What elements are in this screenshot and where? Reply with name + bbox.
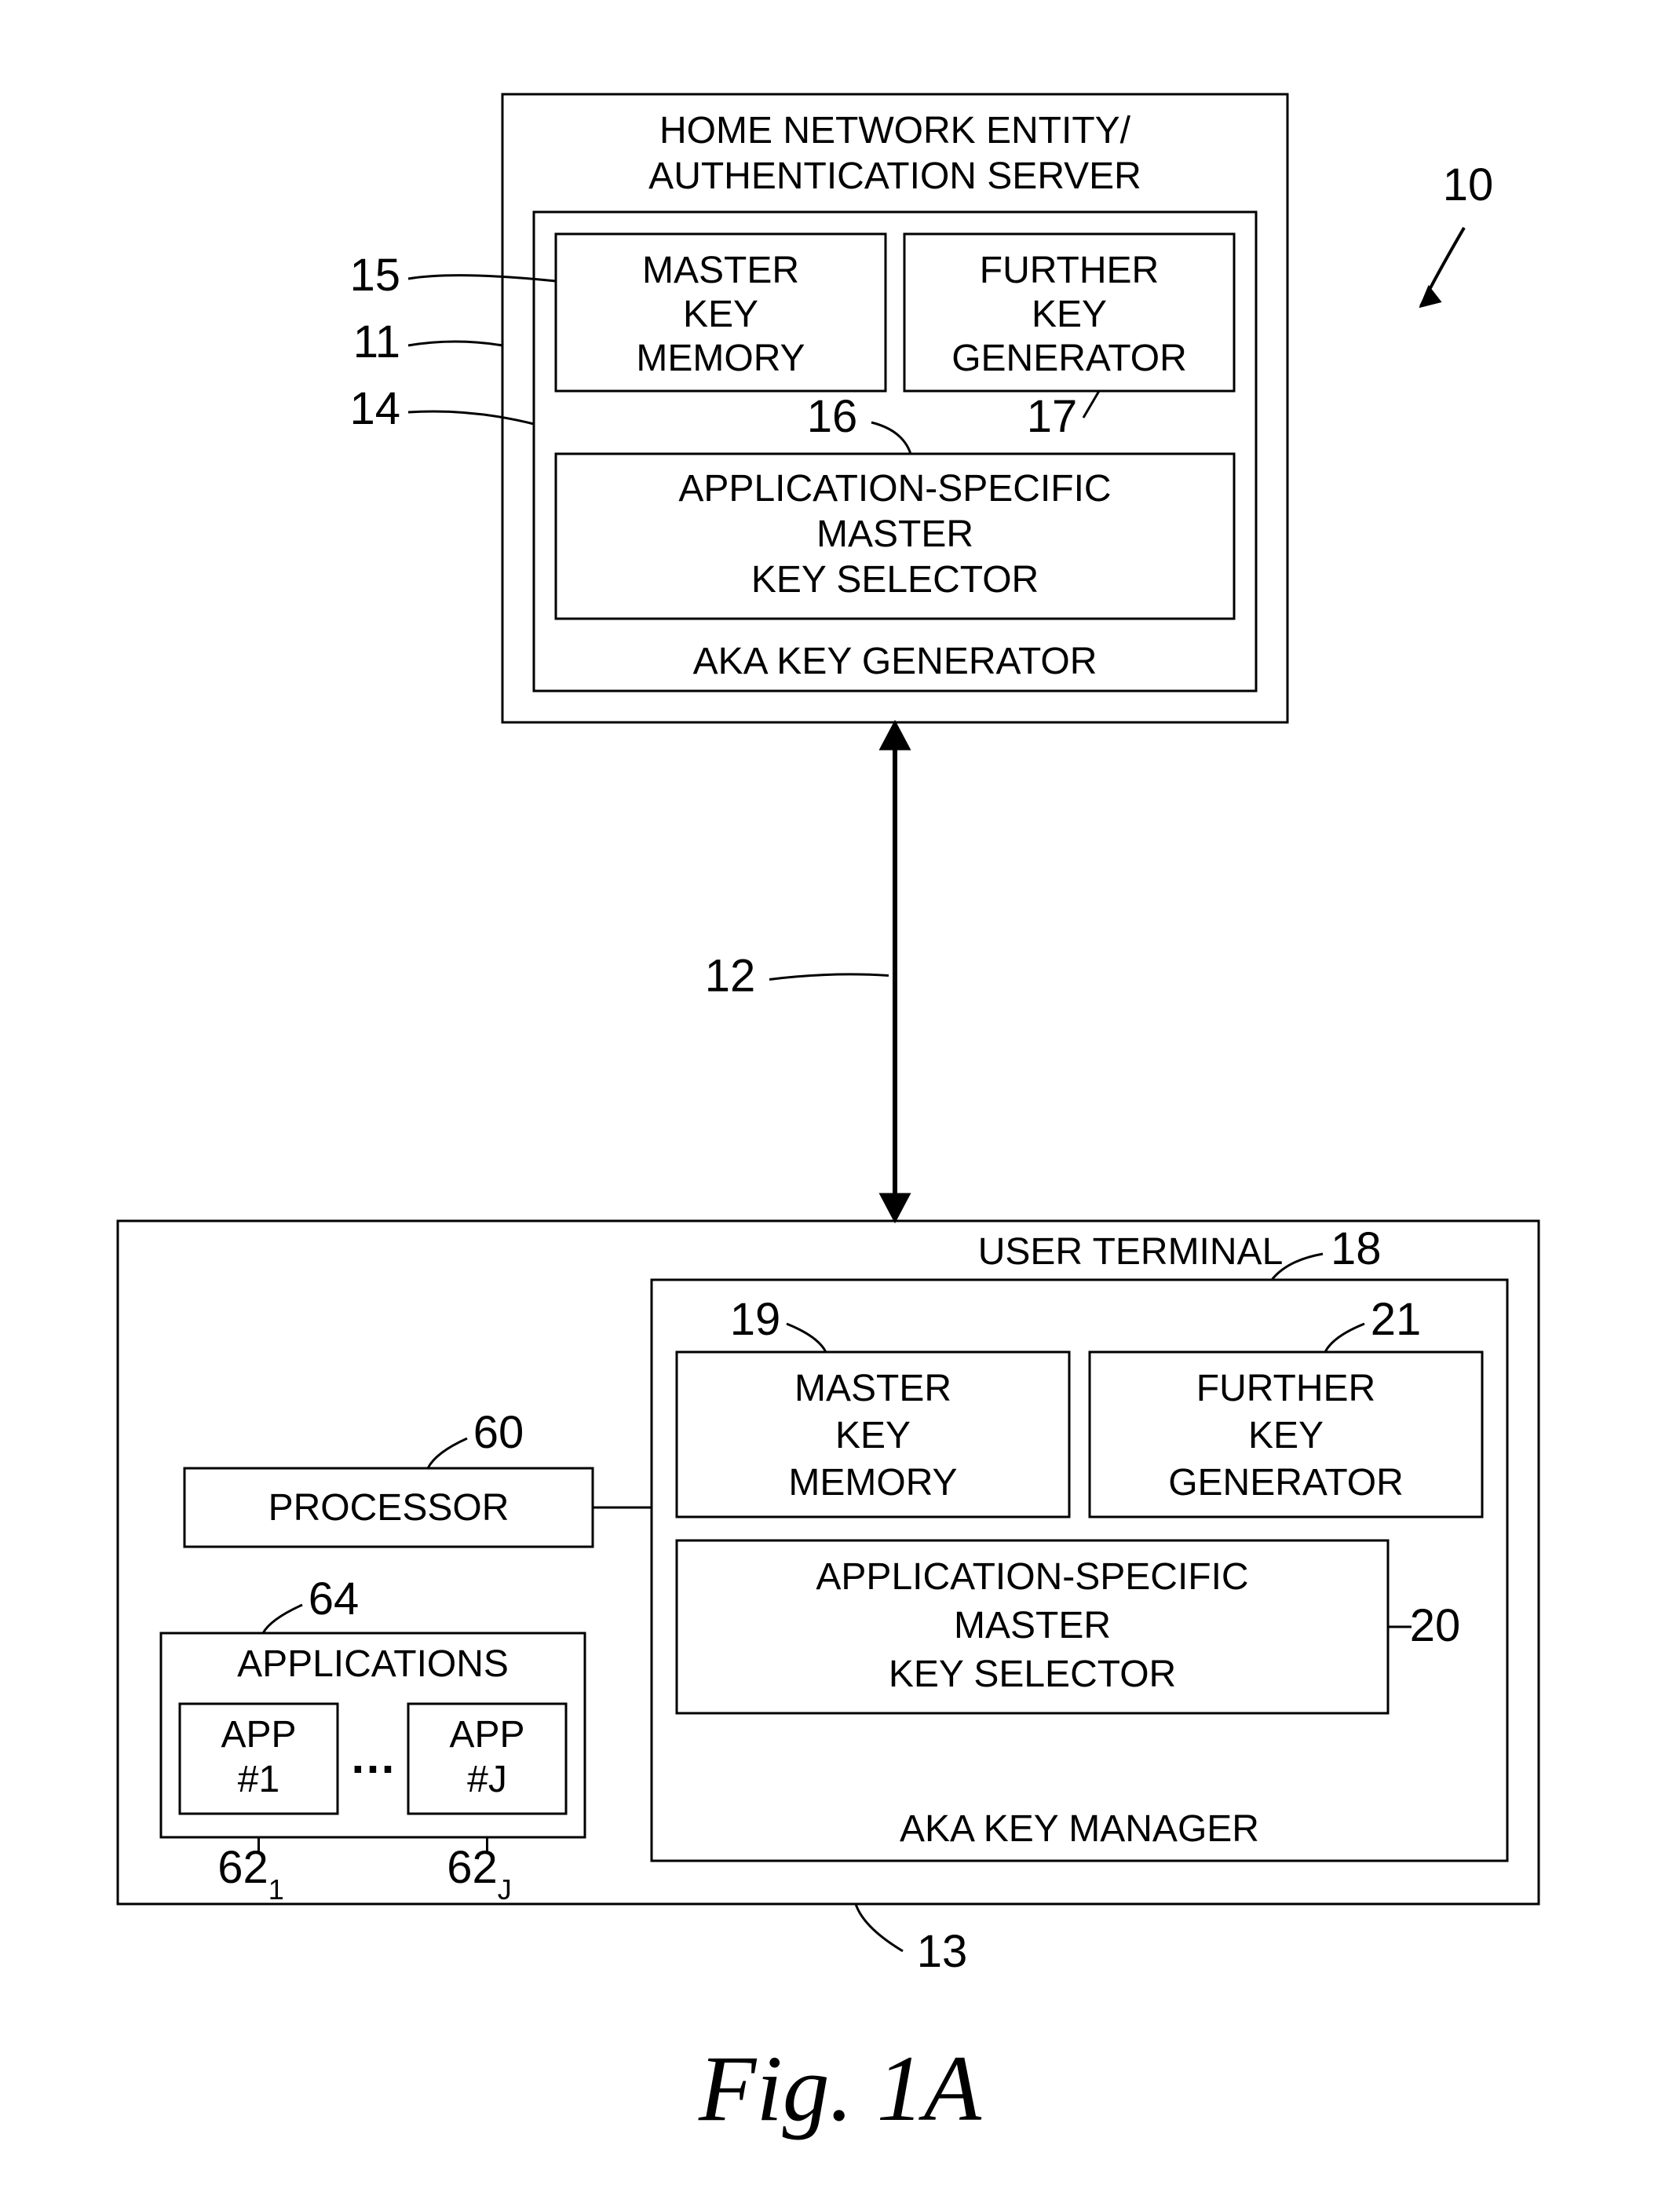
svg-text:18: 18 <box>1331 1223 1382 1274</box>
svg-text:17: 17 <box>1027 391 1078 442</box>
svg-text:HOME NETWORK ENTITY/: HOME NETWORK ENTITY/ <box>659 110 1131 152</box>
svg-text:USER TERMINAL: USER TERMINAL <box>978 1231 1284 1273</box>
svg-text:MASTER: MASTER <box>816 513 973 555</box>
svg-text:MASTER: MASTER <box>794 1368 951 1409</box>
svg-text:FURTHER: FURTHER <box>1196 1368 1375 1409</box>
svg-text:…: … <box>349 1730 396 1783</box>
svg-text:19: 19 <box>730 1294 781 1345</box>
svg-text:KEY: KEY <box>1032 294 1107 335</box>
svg-text:MASTER: MASTER <box>954 1605 1111 1646</box>
svg-text:APPLICATIONS: APPLICATIONS <box>237 1643 509 1685</box>
svg-text:APP: APP <box>221 1714 296 1756</box>
svg-text:KEY: KEY <box>1248 1415 1324 1456</box>
svg-text:APPLICATION-SPECIFIC: APPLICATION-SPECIFIC <box>678 468 1111 510</box>
svg-text:#J: #J <box>467 1759 507 1800</box>
svg-text:PROCESSOR: PROCESSOR <box>268 1487 509 1529</box>
svg-text:GENERATOR: GENERATOR <box>1168 1462 1404 1504</box>
svg-text:Fig. 1A: Fig. 1A <box>698 2036 982 2140</box>
svg-text:AUTHENTICATION SERVER: AUTHENTICATION SERVER <box>648 155 1141 197</box>
svg-text:10: 10 <box>1443 159 1494 210</box>
svg-text:#1: #1 <box>238 1759 279 1800</box>
svg-text:KEY SELECTOR: KEY SELECTOR <box>751 559 1039 601</box>
svg-text:APP: APP <box>449 1714 524 1756</box>
svg-text:FURTHER: FURTHER <box>980 250 1159 291</box>
svg-text:13: 13 <box>917 1926 968 1977</box>
svg-text:60: 60 <box>473 1407 524 1458</box>
svg-text:MEMORY: MEMORY <box>636 338 805 379</box>
svg-text:AKA KEY MANAGER: AKA KEY MANAGER <box>900 1808 1259 1850</box>
svg-text:KEY: KEY <box>835 1415 911 1456</box>
svg-text:MEMORY: MEMORY <box>788 1462 957 1504</box>
svg-text:20: 20 <box>1410 1600 1461 1651</box>
svg-text:12: 12 <box>705 951 756 1002</box>
svg-text:11: 11 <box>353 316 400 367</box>
svg-text:AKA KEY GENERATOR: AKA KEY GENERATOR <box>693 641 1097 682</box>
svg-text:KEY SELECTOR: KEY SELECTOR <box>889 1654 1176 1695</box>
svg-text:621: 621 <box>217 1842 284 1906</box>
svg-text:APPLICATION-SPECIFIC: APPLICATION-SPECIFIC <box>816 1556 1248 1598</box>
svg-text:62J: 62J <box>447 1842 512 1906</box>
svg-text:64: 64 <box>309 1573 360 1624</box>
svg-text:16: 16 <box>807 391 858 442</box>
svg-text:MASTER: MASTER <box>642 250 799 291</box>
svg-text:GENERATOR: GENERATOR <box>951 338 1187 379</box>
svg-text:15: 15 <box>349 250 400 301</box>
svg-text:KEY: KEY <box>683 294 758 335</box>
svg-text:14: 14 <box>349 383 400 434</box>
svg-text:21: 21 <box>1371 1294 1422 1345</box>
